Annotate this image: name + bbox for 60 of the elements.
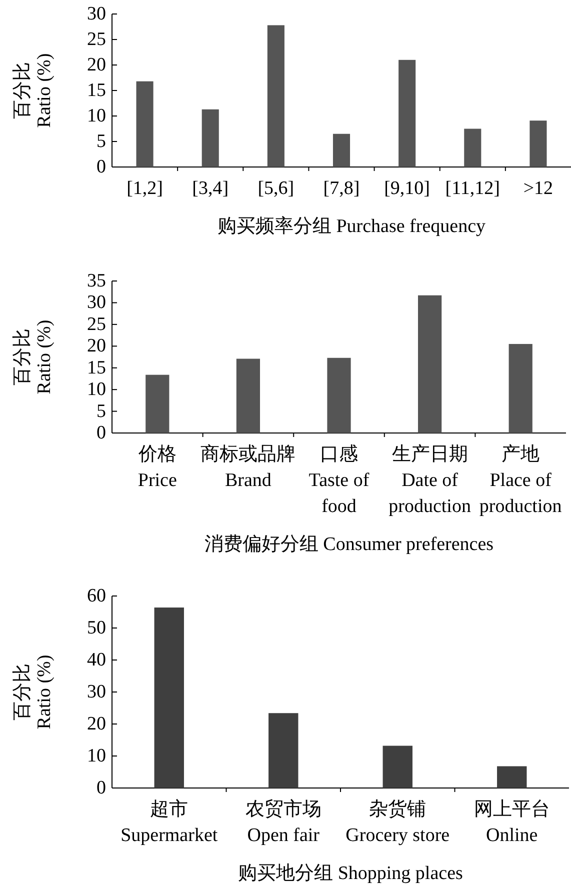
- bar: [382, 746, 412, 788]
- x-axis-title: 购买地分组 Shopping places: [238, 863, 463, 884]
- x-tick-label: 网上平台 Online: [474, 799, 550, 846]
- x-tick-label: 商标或品牌 Brand: [200, 443, 296, 491]
- x-tick-label: 产地 Place of production: [479, 444, 562, 517]
- bar: [268, 713, 298, 788]
- x-tick-label: 超市 Supermarket: [120, 798, 218, 846]
- x-tick-label: [11,12]: [445, 178, 500, 199]
- y-tick-label: 40: [87, 650, 106, 670]
- bar: [154, 608, 184, 788]
- y-tick-label: 30: [87, 4, 106, 24]
- x-tick-label: 农贸市场 Open fair: [245, 798, 322, 846]
- y-tick-label: 25: [87, 29, 106, 50]
- x-tick-label: [7,8]: [323, 178, 360, 199]
- y-axis-title: 百分比 Ratio (%): [12, 320, 55, 394]
- bar: [327, 358, 351, 433]
- x-tick-label: 价格 Price: [137, 444, 177, 491]
- bar: [136, 81, 154, 167]
- bar: [332, 134, 350, 167]
- y-tick-label: 15: [87, 80, 106, 101]
- bar: [267, 25, 284, 167]
- x-tick-label: 杂货铺 Grocery store: [346, 799, 450, 846]
- y-tick-label: 15: [87, 357, 106, 378]
- bar: [418, 295, 442, 433]
- y-tick-label: 0: [96, 778, 106, 798]
- y-tick-label: 10: [87, 746, 106, 766]
- x-tick-label: 口感 Taste of food: [308, 444, 370, 517]
- y-tick-label: 50: [87, 618, 106, 638]
- y-tick-label: 30: [87, 292, 106, 314]
- x-axis-title: 购买频率分组 Purchase frequency: [217, 215, 486, 237]
- y-axis-title: 百分比 Ratio (%): [12, 53, 55, 128]
- x-tick-label: [3,4]: [192, 178, 229, 199]
- y-axis-title: 百分比 Ratio (%): [12, 654, 55, 730]
- y-tick-label: 20: [87, 54, 106, 76]
- y-tick-label: 60: [87, 586, 106, 606]
- x-tick-label: [5,6]: [258, 178, 294, 199]
- x-tick-label: 生产日期 Date of production: [388, 444, 472, 517]
- bar: [464, 128, 482, 167]
- bar: [530, 120, 547, 167]
- y-tick-label: 10: [87, 106, 106, 126]
- bar: [398, 60, 416, 167]
- y-tick-label: 20: [87, 336, 106, 357]
- bar: [146, 374, 170, 433]
- y-tick-label: 5: [96, 131, 106, 152]
- y-tick-label: 25: [87, 314, 106, 335]
- x-tick-label: [1,2]: [126, 178, 163, 199]
- y-tick-label: 10: [87, 379, 106, 400]
- y-tick-label: 20: [87, 714, 106, 734]
- y-tick-label: 0: [96, 422, 106, 444]
- x-tick-label: >12: [523, 178, 554, 199]
- y-tick-label: 5: [96, 400, 106, 422]
- y-tick-label: 35: [87, 270, 106, 292]
- x-axis-title: 消费偏好分组 Consumer preferences: [204, 534, 494, 555]
- bar: [497, 766, 527, 788]
- y-tick-label: 30: [87, 682, 106, 702]
- bar: [202, 109, 219, 167]
- bar: [508, 344, 532, 433]
- x-tick-label: [9,10]: [384, 178, 430, 199]
- y-tick-label: 0: [96, 156, 106, 178]
- bar: [236, 358, 260, 433]
